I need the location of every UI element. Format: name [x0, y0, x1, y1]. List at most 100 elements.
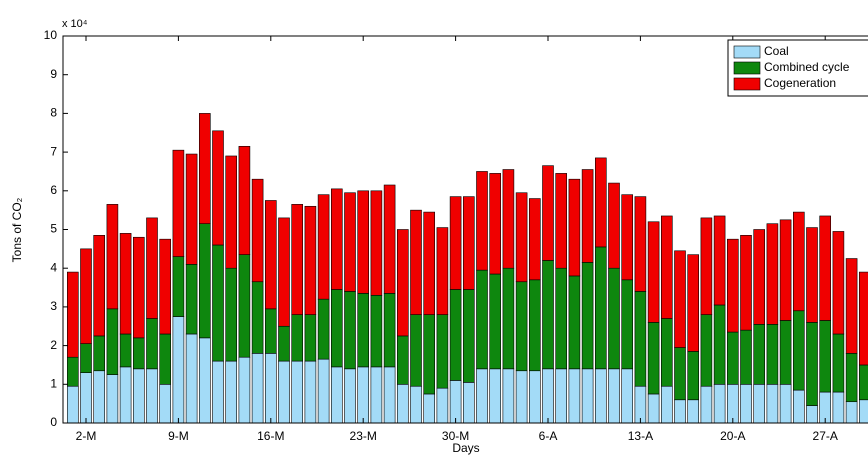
bar-segment	[515, 192, 528, 283]
bar-segment	[133, 236, 145, 339]
bar-segment	[423, 393, 436, 424]
bar-segment	[396, 335, 409, 385]
bar-segment	[449, 196, 462, 290]
bar-segment	[344, 192, 356, 292]
bar-segment	[594, 246, 607, 370]
bar-segment	[542, 260, 554, 370]
bar-segment	[291, 204, 304, 315]
bar-segment	[687, 254, 700, 352]
bar-segment	[410, 209, 422, 315]
bar-segment	[858, 271, 868, 366]
bar-segment	[199, 223, 211, 339]
bar-segment	[199, 337, 211, 424]
bar-segment	[502, 267, 515, 370]
bar-segment	[700, 385, 713, 424]
bar-segment	[726, 331, 739, 385]
bar-segment	[740, 235, 752, 331]
bar-segment	[753, 229, 766, 325]
bar-segment	[713, 304, 726, 385]
bar-segment	[357, 293, 370, 368]
axes-box	[62, 35, 868, 424]
bar-segment	[845, 353, 858, 403]
bar-segment	[383, 366, 396, 424]
bar-segment	[251, 281, 264, 354]
bar-segment	[832, 333, 845, 393]
bar-segment	[238, 356, 251, 424]
bar-segment	[634, 291, 647, 387]
bar-segment	[542, 165, 554, 261]
bar-segment	[185, 153, 198, 265]
bar-segment	[370, 294, 383, 368]
legend-label: Coal	[764, 44, 789, 58]
bar-segment	[555, 368, 568, 424]
legend-swatch	[733, 45, 761, 59]
bar-segment	[542, 368, 554, 424]
bar-segment	[159, 383, 171, 424]
bar-segment	[264, 200, 277, 310]
bar-segment	[845, 401, 858, 424]
bar-segment	[370, 190, 383, 296]
bar-segment	[119, 366, 132, 424]
bar-segment	[159, 238, 171, 335]
bar-segment	[291, 314, 304, 362]
bar-segment	[515, 281, 528, 372]
bar-segment	[423, 314, 436, 395]
bar-segment	[462, 196, 475, 290]
bar-segment	[383, 293, 396, 368]
bar-segment	[502, 169, 515, 269]
bar-segment	[687, 351, 700, 401]
bar-segment	[608, 267, 620, 370]
bar-segment	[93, 335, 105, 372]
bar-segment	[608, 368, 620, 424]
bar-segment	[621, 368, 634, 424]
bar-segment	[528, 198, 541, 281]
bar-segment	[423, 211, 436, 315]
bar-segment	[172, 256, 185, 317]
bar-segment	[806, 227, 818, 323]
bar-segment	[330, 366, 343, 424]
bar-segment	[449, 289, 462, 381]
bar-segment	[344, 368, 356, 424]
bar-segment	[858, 364, 868, 401]
bar-segment	[674, 250, 686, 348]
bar-segment	[634, 385, 647, 424]
legend-label: Combined cycle	[764, 60, 850, 74]
bar-segment	[106, 308, 119, 375]
bar-segment	[462, 382, 475, 424]
y-tick-label: 1	[50, 376, 57, 390]
bar-segment	[357, 190, 370, 294]
bar-segment	[106, 204, 119, 310]
bar-segment	[370, 366, 383, 424]
bar-segment	[436, 314, 449, 389]
bar-segment	[779, 219, 792, 321]
bar-segment	[291, 360, 304, 424]
bar-segment	[238, 254, 251, 358]
bar-segment	[199, 113, 211, 224]
bar-segment	[568, 368, 581, 424]
x-axis-label: Days	[452, 441, 479, 455]
bar-segment	[146, 318, 158, 370]
bar-segment	[119, 333, 132, 368]
bar-segment	[766, 223, 779, 325]
bar-segment	[357, 366, 370, 424]
bar-segment	[489, 173, 502, 275]
bar-segment	[581, 262, 594, 370]
bar-segment	[792, 310, 805, 391]
bar-segment	[660, 385, 673, 424]
bar-segment	[225, 360, 237, 424]
bar-segment	[621, 194, 634, 281]
bar-segment	[80, 343, 92, 373]
x-tick-label: 20-A	[720, 429, 745, 443]
bar-segment	[396, 229, 409, 337]
bar-segment	[344, 291, 356, 370]
bar-segment	[528, 370, 541, 424]
bar-segment	[753, 383, 766, 424]
bar-segment	[489, 368, 502, 424]
y-tick-label: 5	[50, 222, 57, 236]
bar-segment	[621, 279, 634, 370]
bar-segment	[489, 273, 502, 370]
bar-segment	[502, 368, 515, 424]
bar-segment	[304, 205, 317, 315]
bar-segment	[581, 368, 594, 424]
